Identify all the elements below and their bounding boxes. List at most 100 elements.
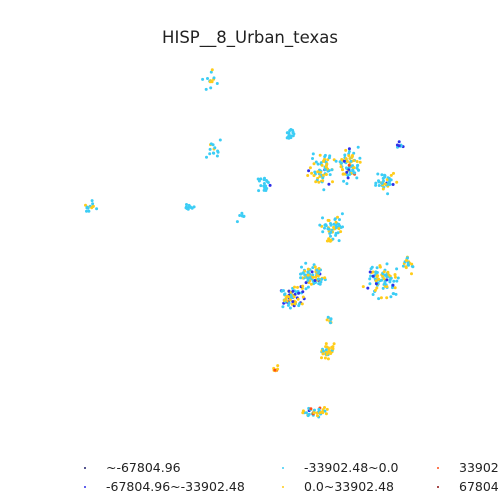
legend-label: -33902.48~0.0 xyxy=(304,460,399,475)
map-title: HISP__8_Urban_texas xyxy=(162,28,338,47)
map-point xyxy=(95,207,99,211)
map-point xyxy=(309,282,313,286)
map-point xyxy=(90,199,94,203)
map-point xyxy=(311,157,314,160)
map-point xyxy=(381,286,385,290)
map-point xyxy=(352,166,356,170)
map-point xyxy=(350,155,354,159)
map-point xyxy=(334,226,338,230)
map-point xyxy=(297,291,301,295)
map-point xyxy=(383,273,387,277)
map-point xyxy=(87,209,91,213)
map-point xyxy=(323,406,326,409)
map-point xyxy=(240,211,244,215)
map-point xyxy=(392,279,396,283)
map-point xyxy=(385,262,389,266)
map-point xyxy=(361,285,365,289)
map-point xyxy=(321,216,324,220)
map-point xyxy=(392,171,395,175)
map-point xyxy=(322,159,325,163)
map-point xyxy=(392,292,396,296)
map-point xyxy=(287,289,291,293)
map-point xyxy=(323,356,327,360)
map-point xyxy=(306,278,310,282)
cluster-victoria xyxy=(325,315,333,325)
map-point xyxy=(329,321,332,325)
map-point xyxy=(393,273,397,277)
map-point xyxy=(210,68,214,72)
map-point xyxy=(315,411,319,415)
map-point xyxy=(397,140,401,144)
map-point xyxy=(374,282,378,286)
map-point xyxy=(351,164,355,168)
map-point xyxy=(375,271,379,274)
map-point xyxy=(215,82,219,85)
map-point xyxy=(326,218,330,222)
map-point xyxy=(262,188,266,192)
map-point xyxy=(293,302,297,306)
map-point xyxy=(383,182,387,186)
map-point xyxy=(319,280,323,284)
map-point xyxy=(391,183,395,186)
map-point xyxy=(337,239,341,243)
map-point xyxy=(285,295,289,299)
map-point xyxy=(329,223,333,227)
map-point xyxy=(325,318,329,322)
map-point xyxy=(294,290,298,294)
map-point xyxy=(369,274,373,278)
map-point xyxy=(323,155,327,159)
map-point xyxy=(375,266,379,270)
map-point xyxy=(308,166,312,170)
map-point xyxy=(323,226,326,230)
cluster-san-angelo xyxy=(235,211,246,224)
map-point xyxy=(289,136,293,140)
map-point xyxy=(312,162,316,166)
map-point xyxy=(292,295,296,299)
map-point xyxy=(285,131,289,135)
map-point xyxy=(396,276,400,280)
map-point xyxy=(184,206,188,210)
map-point xyxy=(379,296,383,300)
map-point xyxy=(318,153,322,157)
map-point xyxy=(288,298,292,302)
legend-label: 33902 xyxy=(459,460,499,475)
map-point xyxy=(355,160,359,163)
map-point xyxy=(296,285,299,289)
cluster-beaumont xyxy=(401,255,415,276)
map-point xyxy=(341,172,345,176)
map-point xyxy=(306,174,310,177)
map-point xyxy=(366,286,370,290)
map-point xyxy=(404,265,408,269)
map-point xyxy=(374,183,378,187)
map-point xyxy=(307,169,311,173)
cluster-houston xyxy=(361,262,400,301)
map-point xyxy=(410,262,414,266)
map-point xyxy=(301,284,305,288)
map-point xyxy=(297,304,301,308)
map-point xyxy=(268,183,272,187)
map-point xyxy=(311,152,315,156)
map-point xyxy=(345,170,349,174)
map-point xyxy=(334,220,338,224)
map-point xyxy=(319,161,323,165)
map-point xyxy=(91,202,95,206)
map-point xyxy=(381,187,385,191)
map-point xyxy=(355,176,359,180)
map-point xyxy=(380,278,384,282)
map-point xyxy=(380,181,384,185)
legend-label: ~-67804.96 xyxy=(106,460,181,475)
map-point xyxy=(317,267,321,270)
map-point xyxy=(397,144,401,148)
map-point xyxy=(389,276,393,280)
map-point xyxy=(336,215,339,219)
map-point xyxy=(262,182,266,185)
map-point xyxy=(349,159,353,163)
map-point xyxy=(316,277,320,281)
map-point xyxy=(301,295,305,299)
map-point xyxy=(282,299,286,302)
map-point xyxy=(341,225,344,229)
map-point xyxy=(322,188,326,192)
map-point xyxy=(393,286,397,290)
map-point xyxy=(358,156,362,160)
map-point xyxy=(344,157,348,161)
